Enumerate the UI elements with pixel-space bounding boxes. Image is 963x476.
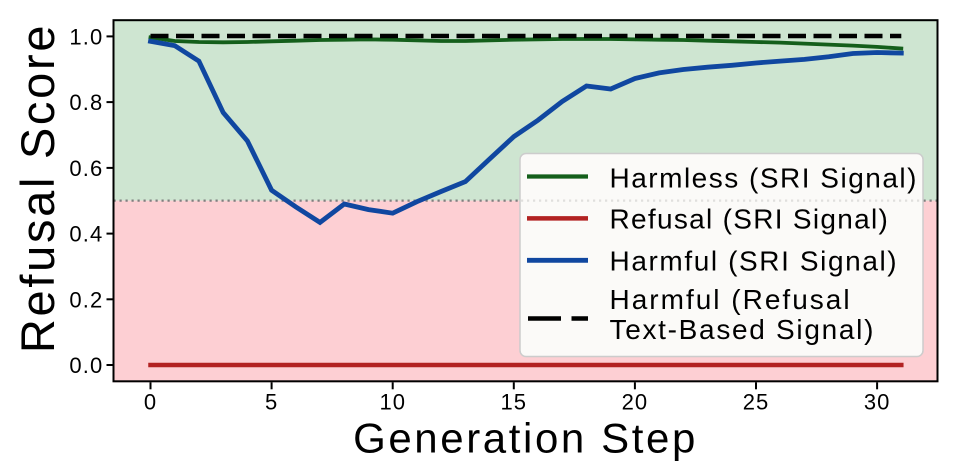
svg-text:0.4: 0.4 xyxy=(69,222,103,247)
svg-text:0.6: 0.6 xyxy=(69,156,103,181)
svg-text:0.0: 0.0 xyxy=(69,353,103,378)
svg-text:Harmful (SRI Signal): Harmful (SRI Signal) xyxy=(610,245,899,276)
svg-text:Text-Based Signal): Text-Based Signal) xyxy=(610,314,876,345)
svg-text:0: 0 xyxy=(144,390,157,415)
svg-text:Generation Step: Generation Step xyxy=(353,414,698,461)
svg-text:15: 15 xyxy=(501,390,527,415)
svg-text:10: 10 xyxy=(379,390,405,415)
svg-text:Harmful (Refusal: Harmful (Refusal xyxy=(610,284,852,315)
svg-text:Refusal Score: Refusal Score xyxy=(11,23,64,353)
svg-text:25: 25 xyxy=(743,390,769,415)
svg-text:Harmless (SRI Signal): Harmless (SRI Signal) xyxy=(610,163,918,194)
svg-text:Refusal (SRI Signal): Refusal (SRI Signal) xyxy=(610,204,890,235)
svg-text:0.2: 0.2 xyxy=(69,287,103,312)
svg-text:30: 30 xyxy=(864,390,890,415)
svg-text:1.0: 1.0 xyxy=(69,24,103,49)
svg-text:0.8: 0.8 xyxy=(69,90,103,115)
svg-text:20: 20 xyxy=(622,390,648,415)
svg-text:5: 5 xyxy=(265,390,278,415)
